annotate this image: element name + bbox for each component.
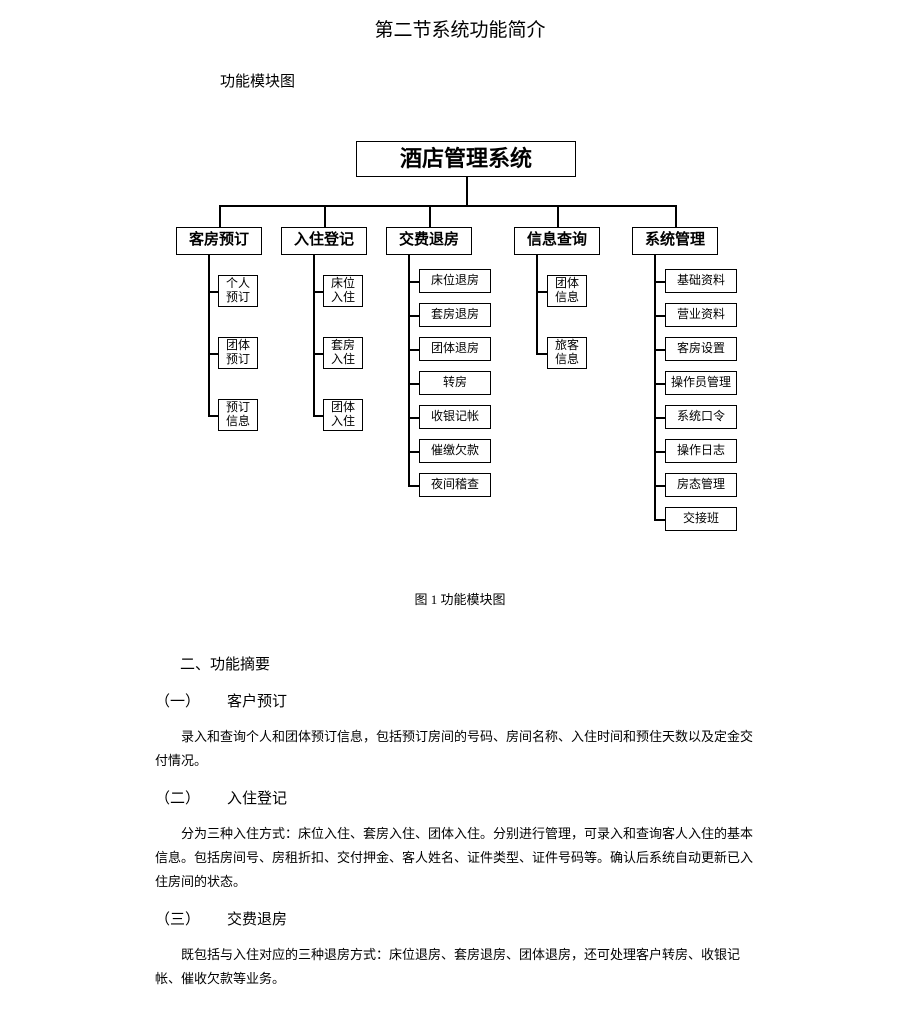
connector-line (654, 315, 665, 317)
leaf-node-b2-0: 床位入住 (323, 275, 363, 307)
sub3-num: （三） (155, 908, 227, 929)
leaf-node-b1-2: 预订信息 (218, 399, 258, 431)
leaf-node-b3-1: 套房退房 (419, 303, 491, 327)
sub2-title: 入住登记 (227, 791, 287, 807)
leaf-node-b1-1: 团体预订 (218, 337, 258, 369)
connector-line (408, 349, 419, 351)
branch-node-b3: 交费退房 (386, 227, 472, 255)
branch-node-b5: 系统管理 (632, 227, 718, 255)
leaf-node-b3-6: 夜间稽查 (419, 473, 491, 497)
connector-line (408, 383, 419, 385)
sub1-para: 录入和查询个人和团体预订信息，包括预订房间的号码、房间名称、入住时间和预住天数以… (155, 725, 765, 773)
connector-line (219, 205, 221, 227)
org-chart: 酒店管理系统客房预订个人预订团体预订预订信息 入住登记床位入住套房入住团体入住 交费… (176, 141, 766, 541)
connector-line (408, 417, 419, 419)
connector-line (408, 485, 419, 487)
connector-line (208, 415, 218, 417)
connector-line (466, 177, 468, 205)
leaf-node-b5-3: 操作员管理 (665, 371, 737, 395)
connector-line (313, 291, 323, 293)
connector-line (208, 255, 210, 415)
sub3-para: 既包括与入住对应的三种退房方式：床位退房、套房退房、团体退房，还可处理客户转房、… (155, 943, 765, 991)
root-node: 酒店管理系统 (356, 141, 576, 177)
connector-line (429, 205, 431, 227)
leaf-node-b5-5: 操作日志 (665, 439, 737, 463)
connector-line (536, 291, 547, 293)
connector-line (654, 485, 665, 487)
diagram-subtitle: 功能模块图 (220, 70, 920, 91)
connector-line (219, 205, 677, 207)
connector-line (536, 353, 547, 355)
branch-node-b2: 入住登记 (281, 227, 367, 255)
connector-line (654, 417, 665, 419)
leaf-node-b3-3: 转房 (419, 371, 491, 395)
sub1-num: （一） (155, 690, 227, 711)
branch-node-b1: 客房预订 (176, 227, 262, 255)
leaf-node-b5-0: 基础资料 (665, 269, 737, 293)
connector-line (313, 353, 323, 355)
leaf-node-b3-4: 收银记帐 (419, 405, 491, 429)
sub2-para: 分为三种入住方式：床位入住、套房入住、团体入住。分别进行管理，可录入和查询客人入… (155, 822, 765, 894)
subsection-1: （一）客户预订 (155, 690, 920, 711)
leaf-node-b3-0: 床位退房 (419, 269, 491, 293)
connector-line (408, 281, 419, 283)
connector-line (557, 205, 559, 227)
leaf-node-b3-2: 团体退房 (419, 337, 491, 361)
leaf-node-b2-2: 团体入住 (323, 399, 363, 431)
connector-line (536, 255, 538, 353)
connector-line (208, 353, 218, 355)
leaf-node-b5-7: 交接班 (665, 507, 737, 531)
connector-line (654, 281, 665, 283)
connector-line (654, 383, 665, 385)
connector-line (313, 255, 315, 415)
sub1-title: 客户预订 (227, 694, 287, 710)
leaf-node-b4-0: 团体信息 (547, 275, 587, 307)
connector-line (324, 205, 326, 227)
subsection-2: （二）入住登记 (155, 787, 920, 808)
leaf-node-b2-1: 套房入住 (323, 337, 363, 369)
page-title: 第二节系统功能简介 (0, 15, 920, 42)
diagram-container: 酒店管理系统客房预订个人预订团体预订预订信息 入住登记床位入住套房入住团体入住 交费… (0, 141, 920, 561)
branch-node-b4: 信息查询 (514, 227, 600, 255)
sub3-title: 交费退房 (227, 912, 287, 928)
connector-line (654, 255, 656, 519)
figure-caption: 图 1 功能模块图 (0, 589, 920, 608)
leaf-node-b5-1: 营业资料 (665, 303, 737, 327)
connector-line (208, 291, 218, 293)
subsection-3: （三）交费退房 (155, 908, 920, 929)
leaf-node-b5-2: 客房设置 (665, 337, 737, 361)
leaf-node-b3-5: 催缴欠款 (419, 439, 491, 463)
leaf-node-b5-6: 房态管理 (665, 473, 737, 497)
connector-line (654, 451, 665, 453)
connector-line (654, 519, 665, 521)
sub2-num: （二） (155, 787, 227, 808)
leaf-node-b1-0: 个人预订 (218, 275, 258, 307)
connector-line (408, 451, 419, 453)
connector-line (675, 205, 677, 227)
leaf-node-b4-1: 旅客信息 (547, 337, 587, 369)
connector-line (654, 349, 665, 351)
leaf-node-b5-4: 系统口令 (665, 405, 737, 429)
section-heading-2: 二、功能摘要 (180, 653, 920, 674)
connector-line (313, 415, 323, 417)
connector-line (408, 315, 419, 317)
